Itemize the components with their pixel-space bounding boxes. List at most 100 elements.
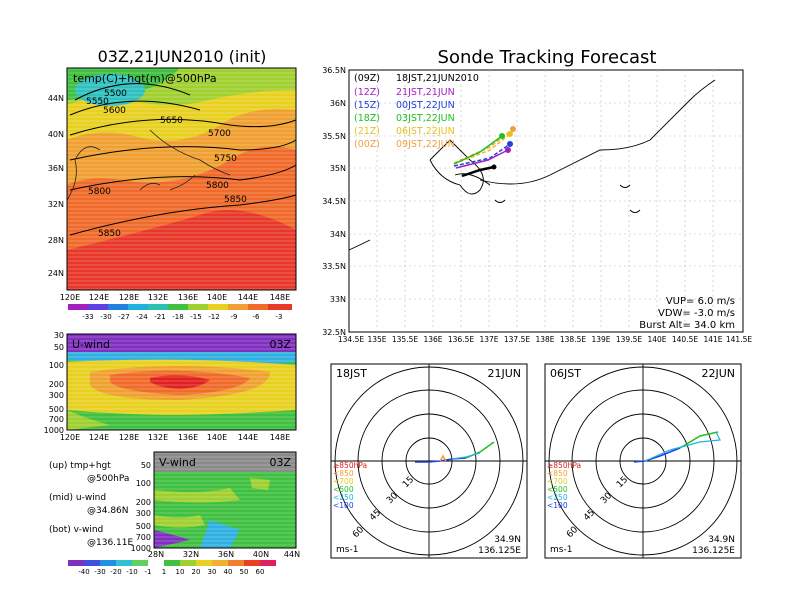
y-tick-label: 35.5N — [322, 132, 346, 141]
x-tick-label: 141E — [703, 335, 722, 344]
level-label: <850 — [547, 469, 568, 478]
y-tick-label: 36.5N — [322, 66, 346, 75]
y-tick-label: 34.5N — [322, 197, 346, 206]
polar-level-legend: ≥850hPa <850 <700 <500 <250 <100 — [547, 461, 581, 510]
u-wind-yticks: 30 50 100 200 300 500 700 1000 — [44, 331, 64, 435]
u-wind-time: 03Z — [269, 338, 291, 351]
polar-time: 06JST — [550, 367, 581, 380]
colorbar-label: 10 — [176, 568, 185, 576]
left-top-title: 03Z,21JUN2010 (init) — [98, 47, 267, 66]
colorbar-label: -6 — [253, 313, 261, 321]
y-tick-label: 300 — [49, 391, 64, 400]
track-title: Sonde Tracking Forecast — [438, 47, 657, 68]
hodograph-blue — [633, 447, 681, 463]
y-tick-label: 1000 — [44, 426, 64, 435]
x-tick-label: 144E — [238, 293, 258, 302]
colorbar-label: 50 — [240, 568, 249, 576]
colorbar-label: 20 — [192, 568, 201, 576]
track-12z — [455, 149, 509, 169]
v-wind-yticks: 50 100 200 300 500 700 1000 — [131, 461, 151, 553]
x-tick-label: 140E — [207, 433, 227, 442]
x-tick-label: 144E — [238, 433, 258, 442]
legend-jst: 09JST,22JUN — [396, 139, 455, 150]
polar-unit: ms-1 — [336, 545, 358, 555]
u-wind-panel: U-wind 03Z — [66, 333, 297, 431]
polar-lon: 136.125E — [478, 546, 521, 556]
level-label: <100 — [333, 501, 354, 510]
colorbar-label: 60 — [256, 568, 265, 576]
track-params: VUP= 6.0 m/s VDW= -3.0 m/s Burst Alt= 34… — [639, 296, 735, 331]
x-tick-label: 132E — [148, 433, 168, 442]
track-map: (09Z) 18JST,21JUN2010 (12Z) 21JST,21JUN … — [348, 69, 744, 333]
x-tick-label: 140.5E — [672, 335, 698, 344]
contour-label: 5850 — [98, 229, 121, 239]
hodograph-orange — [439, 454, 447, 462]
y-tick-label: 50 — [141, 461, 151, 470]
legend-jst: 00JST,22JUN — [396, 100, 455, 111]
colorbar-label: -18 — [172, 313, 183, 321]
level-label: ≥850hPa — [547, 461, 581, 470]
legend-jst: 18JST,21JUN2010 — [396, 73, 479, 84]
note-text: @136.11E — [87, 538, 133, 548]
y-tick-label: 33.5N — [322, 262, 346, 271]
contour-label: 5700 — [208, 129, 231, 139]
polar-left: 15 30 45 60 18JST 21JUN ≥850hPa <850 <70… — [330, 363, 528, 559]
left-top-map: temp(C)+hgt(m)@500hPa 5500 5550 5600 565… — [66, 67, 297, 291]
track-yticks: 36.5N 36N 35.5N 35N 34.5N 34N 33.5N 33N … — [322, 66, 346, 337]
level-label: ≥850hPa — [333, 461, 367, 470]
y-tick-label: 50 — [54, 343, 64, 352]
x-tick-label: 135.5E — [392, 335, 418, 344]
level-label: <700 — [333, 477, 354, 486]
y-tick-label: 1000 — [131, 544, 151, 553]
y-tick-label: 30 — [54, 331, 64, 340]
track-xticks: 134.5E 135E 135.5E 136E 136.5E 137E 137.… — [338, 335, 752, 344]
y-tick-label: 300 — [136, 509, 151, 518]
x-tick-label: 136E — [178, 293, 198, 302]
note-text: @34.86N — [87, 506, 129, 516]
level-label: <250 — [547, 493, 568, 502]
level-label: <500 — [333, 485, 354, 494]
u-wind-xticks: 120E 124E 128E 132E 136E 140E 144E 148E — [60, 433, 290, 442]
contour-label: 5600 — [103, 106, 126, 116]
track-endpoint — [505, 147, 511, 153]
left-top-colorbar: -33 -30 -27 -24 -21 -18 -15 -12 -9 -6 -3 — [68, 304, 292, 321]
v-wind-label: V-wind — [159, 456, 196, 469]
v-wind-panel: V-wind 03Z — [153, 451, 297, 549]
colorbar-label: -27 — [118, 313, 129, 321]
legend-jst: 03JST,22JUN — [396, 113, 455, 124]
y-tick-label: 34N — [330, 230, 346, 239]
x-tick-label: 139E — [591, 335, 610, 344]
legend-utc: (09Z) — [354, 73, 380, 84]
polar-lat: 34.9N — [494, 535, 521, 545]
legend-utc: (18Z) — [354, 113, 380, 124]
track-endpoint — [510, 126, 516, 132]
x-tick-label: 124E — [89, 293, 109, 302]
polar-lat: 34.9N — [708, 535, 735, 545]
contour-label: 5750 — [214, 154, 237, 164]
note-text: (up) tmp+hgt — [49, 461, 111, 471]
colorbar-label: -40 — [78, 568, 89, 576]
y-tick-label: 35N — [330, 164, 346, 173]
y-tick-label: 44N — [48, 94, 64, 103]
legend-utc: (15Z) — [354, 100, 380, 111]
y-tick-label: 500 — [49, 405, 64, 414]
vup-text: VUP= 6.0 m/s — [666, 296, 735, 307]
legend-utc: (00Z) — [354, 139, 380, 150]
polar-time: 18JST — [336, 367, 367, 380]
colorbar-label: -30 — [100, 313, 111, 321]
colorbar-label: -1 — [145, 568, 152, 576]
vdw-text: VDW= -3.0 m/s — [658, 308, 735, 319]
x-tick-label: 148E — [270, 293, 290, 302]
x-tick-label: 136E — [178, 433, 198, 442]
y-tick-label: 200 — [136, 498, 151, 507]
x-tick-label: 141.5E — [726, 335, 752, 344]
contour-label: 5650 — [160, 116, 183, 126]
polar-date: 21JUN — [487, 367, 521, 380]
x-tick-label: 148E — [270, 433, 290, 442]
polar-level-legend: ≥850hPa <850 <700 <500 <250 <100 — [333, 461, 367, 510]
track-lines — [453, 126, 516, 178]
colorbar-label: -21 — [154, 313, 165, 321]
track-18z — [453, 135, 503, 165]
level-label: <100 — [547, 501, 568, 510]
